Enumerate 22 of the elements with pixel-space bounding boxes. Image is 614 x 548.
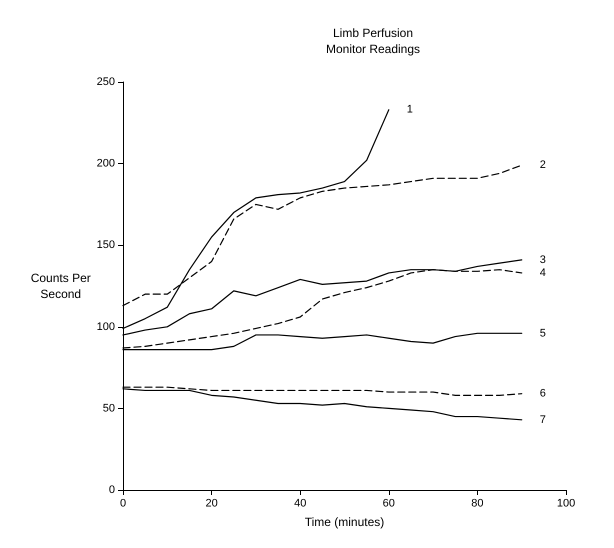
y-tick-label: 200 [96,158,115,170]
x-tick-label: 40 [294,498,306,510]
y-tick-label: 100 [96,320,115,333]
y-axis-title: Counts Per Second [30,271,91,301]
x-tick-label: 80 [471,498,484,510]
x-tick-label: 60 [382,498,395,510]
series-label: 5 [540,327,546,340]
series-label: 2 [540,159,546,172]
chart-title: Limb Perfusion Monitor Readings [326,26,420,56]
series-label: 4 [540,266,546,279]
y-tick-label: 150 [96,239,115,252]
series-label: 1 [406,104,413,116]
y-tick-label: 50 [102,402,115,414]
x-axis-title: Time (minutes) [304,515,384,529]
x-tick-label: 0 [120,498,126,510]
series-label: 3 [540,254,546,266]
y-tick-label: 0 [108,484,115,496]
series-label: 6 [540,388,546,400]
y-tick-label: 250 [96,76,115,88]
series-label: 7 [540,414,546,426]
x-tick-label: 20 [205,498,218,510]
x-tick-label: 100 [556,498,576,510]
